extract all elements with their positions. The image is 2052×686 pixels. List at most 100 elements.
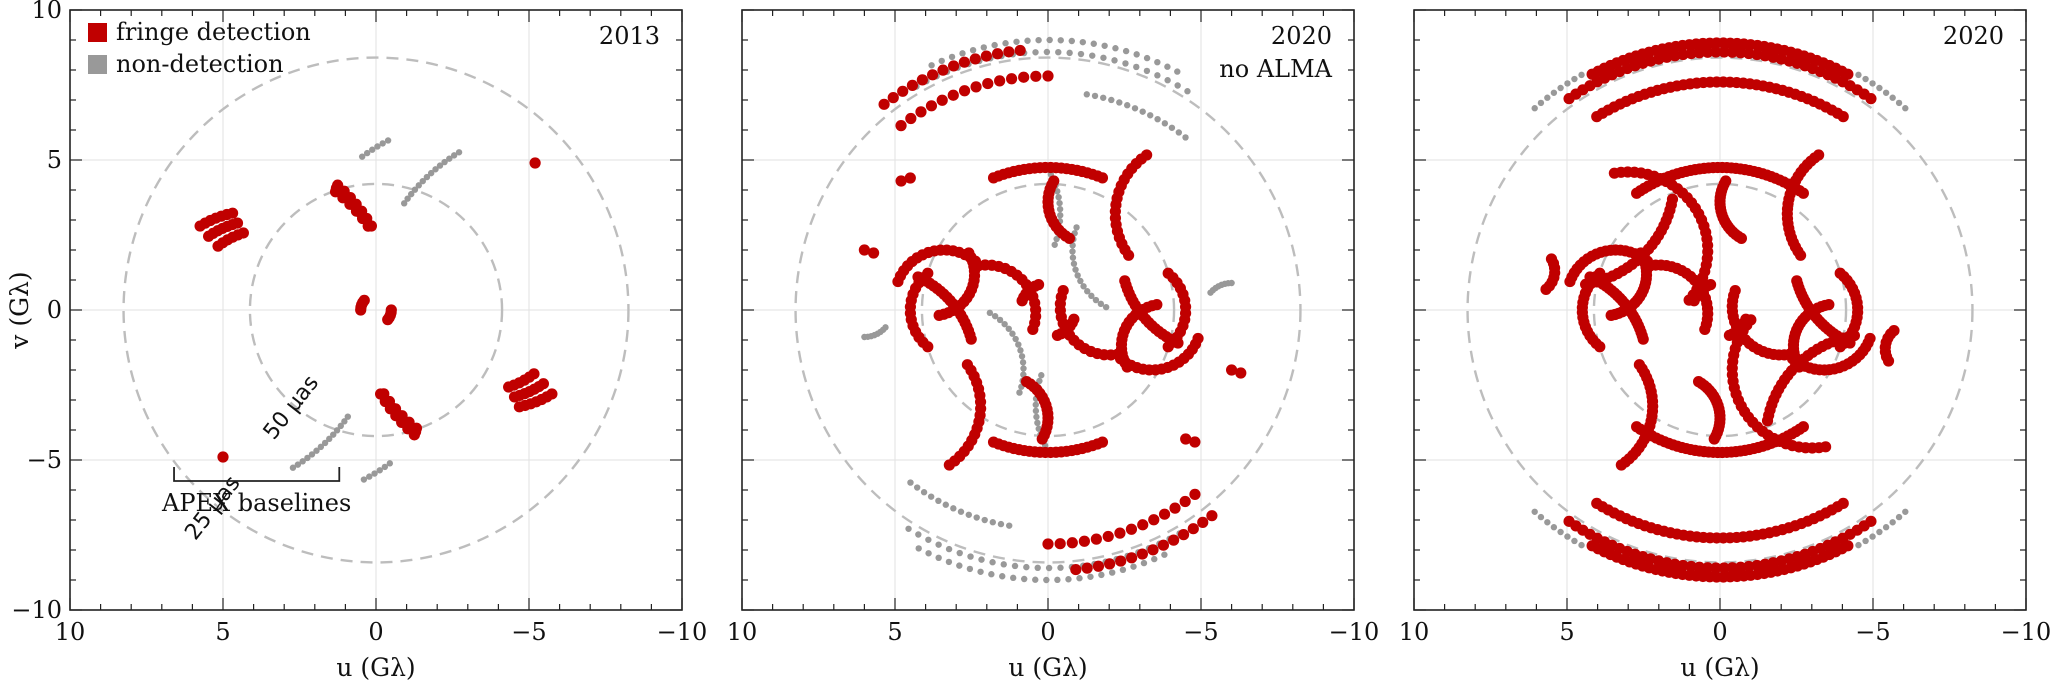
non-detection-point (1564, 533, 1571, 540)
non-detection-point (386, 460, 394, 467)
fringe-detection-point (1718, 46, 1730, 58)
legend-label-fringe-detection: fringe detection (116, 18, 311, 46)
non-detection-point (411, 186, 419, 193)
non-detection-point (1571, 537, 1578, 545)
non-detection-point (1184, 88, 1191, 95)
non-detection-point (304, 454, 311, 462)
non-detection-point (1531, 105, 1538, 112)
fringe-detection-point (356, 212, 369, 225)
non-detection-point (945, 545, 953, 553)
non-detection-point (1151, 555, 1158, 563)
fringe-detection-point (1027, 323, 1039, 336)
non-detection-point (1130, 563, 1137, 570)
non-detection-point (1035, 425, 1042, 432)
non-detection-point (1057, 37, 1064, 44)
fringe-detection-point (987, 436, 1000, 448)
non-detection-point (1889, 94, 1896, 101)
non-detection-point (942, 501, 949, 508)
fringe-detection-point (1119, 275, 1131, 287)
fringe-detection-point (994, 75, 1006, 87)
non-detection-point (1124, 102, 1131, 109)
non-detection-point (427, 169, 435, 177)
fringe-detection-point (1151, 299, 1163, 311)
non-detection-point (1112, 45, 1119, 52)
non-detection-point (1088, 292, 1095, 300)
fringe-detection-point (358, 294, 370, 306)
fringe-detection-point (926, 69, 939, 81)
non-detection-point (404, 195, 411, 202)
fringe-detection-point (965, 333, 977, 345)
non-detection-point (376, 467, 383, 474)
fringe-detection-point (1157, 539, 1170, 551)
non-detection-point (317, 443, 325, 451)
fringe-detection-point (1070, 563, 1082, 576)
non-detection-point (1024, 37, 1031, 44)
non-detection-point (973, 514, 980, 521)
non-detection-point (1133, 51, 1140, 58)
non-detection-point (1862, 75, 1869, 83)
non-detection-point (1164, 77, 1171, 84)
non-detection-point (344, 413, 352, 420)
non-detection-point (1537, 99, 1545, 107)
non-detection-point (991, 312, 999, 320)
non-detection-point (1111, 57, 1118, 64)
fringe-detection-point (529, 157, 541, 169)
fringe-detection-point (1865, 93, 1877, 105)
non-detection-point (1228, 279, 1235, 287)
fringe-detection-point (958, 85, 971, 97)
non-detection-point (371, 470, 378, 477)
ring-25-uas (122, 56, 630, 564)
non-detection-point (1108, 569, 1116, 576)
non-detection-point (1034, 564, 1041, 572)
fringe-detection-point (1693, 47, 1706, 59)
non-detection-point (1182, 134, 1189, 141)
non-detection-point (1009, 330, 1016, 337)
fringe-detection-point (1677, 48, 1689, 61)
non-detection-point (1557, 528, 1564, 536)
non-detection-point (455, 149, 463, 156)
fringe-detection-point (1605, 309, 1617, 321)
non-detection-point (1174, 68, 1181, 75)
fringe-detection-point (1051, 329, 1064, 341)
non-detection-point (1544, 94, 1551, 101)
non-detection-point (1076, 575, 1083, 582)
fringe-detection-point (922, 267, 934, 279)
fringe-detection-point (1147, 544, 1159, 556)
non-detection-point (1013, 38, 1020, 45)
non-detection-point (1168, 124, 1176, 131)
fringe-detection-point (410, 422, 423, 434)
fringe-detection-point (958, 56, 970, 68)
fringe-detection-point (383, 395, 396, 408)
legend-swatch-fringe-detection (88, 23, 107, 42)
non-detection-point (1119, 566, 1127, 574)
non-detection-point (1068, 37, 1075, 45)
fringe-detection-point (1030, 70, 1042, 82)
fringe-detection-point (1710, 46, 1722, 58)
fringe-detection-point (1685, 560, 1697, 573)
non-detection-point (1902, 508, 1909, 515)
fringe-detection-point (1888, 325, 1900, 337)
panel-year-label: 2013 (599, 22, 660, 50)
panel-subtitle-label: no ALMA (1219, 55, 1332, 83)
fringe-detection-point (382, 314, 394, 326)
non-detection-point (966, 565, 974, 573)
y-tick-label: −10 (11, 596, 62, 624)
non-detection-point (363, 149, 371, 157)
fringe-detection-point (1036, 433, 1048, 445)
fringe-detection-point (1137, 519, 1149, 531)
non-detection-point (1012, 335, 1019, 343)
fringe-detection-point (1615, 459, 1627, 471)
non-detection-point (997, 520, 1005, 528)
fringe-detection-point (858, 244, 871, 256)
fringe-detection-point (895, 120, 907, 132)
non-detection-point (1077, 277, 1084, 285)
non-detection-point (956, 562, 963, 569)
x-tick-label: −10 (2001, 618, 2052, 646)
fringe-detection-point (1104, 558, 1116, 570)
fringe-detection-point (231, 217, 244, 229)
fringe-detection-point (933, 309, 945, 321)
non-detection-point (1876, 84, 1883, 92)
non-detection-point (1015, 341, 1022, 348)
non-detection-point (1876, 528, 1883, 536)
non-detection-point (986, 309, 994, 317)
